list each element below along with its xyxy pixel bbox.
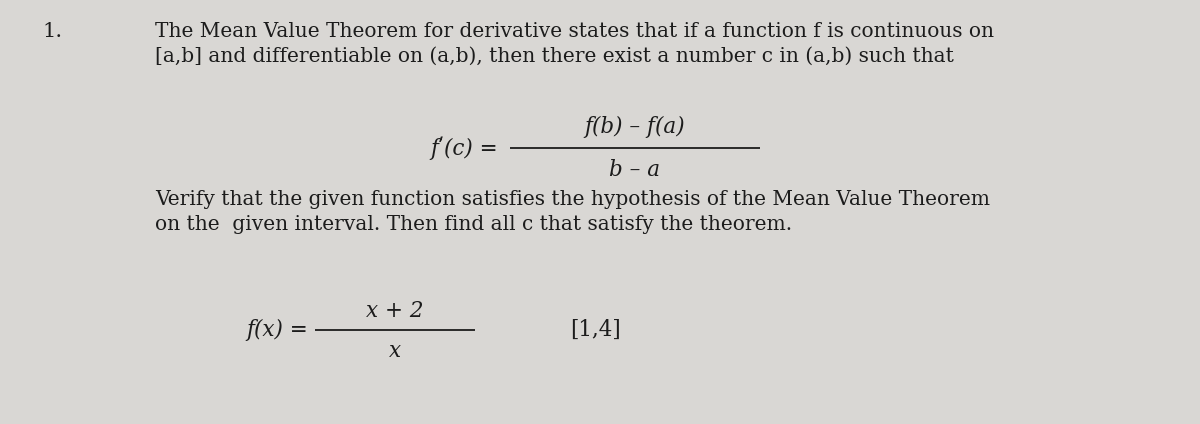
Text: The Mean Value Theorem for derivative states that if a function f is continuous : The Mean Value Theorem for derivative st… [155, 22, 994, 41]
Text: x: x [389, 340, 401, 362]
Text: fʹ(c) =: fʹ(c) = [431, 136, 505, 160]
Text: [a,b] and differentiable on (a,b), then there exist a number c in (a,b) such tha: [a,b] and differentiable on (a,b), then … [155, 47, 954, 66]
Text: x + 2: x + 2 [366, 300, 424, 322]
Text: on the  given interval. Then find all c that satisfy the theorem.: on the given interval. Then find all c t… [155, 215, 792, 234]
Text: [1,4]: [1,4] [570, 319, 620, 341]
Text: Verify that the given function satisfies the hypothesis of the Mean Value Theore: Verify that the given function satisfies… [155, 190, 990, 209]
Text: 1.: 1. [42, 22, 62, 41]
Text: b – a: b – a [610, 159, 660, 181]
Text: f(x) =: f(x) = [246, 319, 314, 341]
Text: f(b) – f(a): f(b) – f(a) [584, 116, 685, 138]
